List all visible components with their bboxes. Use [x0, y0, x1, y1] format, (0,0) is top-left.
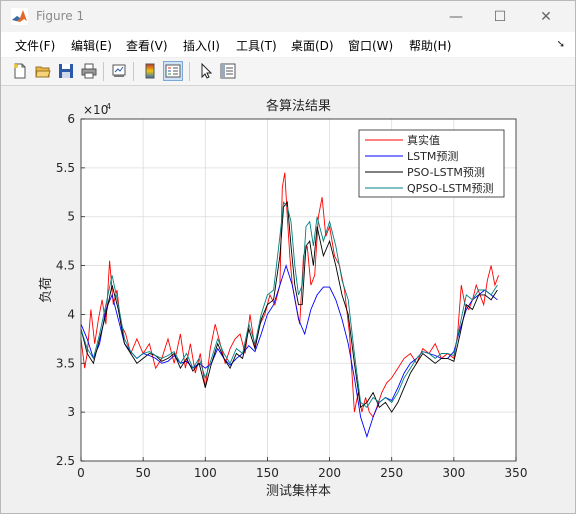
y-axis-label: 负荷	[39, 277, 54, 303]
legend-box	[358, 129, 505, 198]
maximize-icon: ☐	[493, 8, 507, 25]
y-tick-label: 5.5	[56, 161, 75, 175]
menu-desktop[interactable]: 桌面(D)	[291, 39, 334, 53]
property-editor-icon[interactable]	[218, 61, 238, 81]
x-axis-label: 测试集样本	[266, 483, 331, 499]
legend-label: 真实值	[407, 133, 440, 147]
print-icon[interactable]	[79, 61, 99, 81]
y-tick-label: 5	[67, 210, 75, 224]
y-tick-label: 2.5	[56, 454, 75, 468]
y-exponent-power: 4	[106, 102, 111, 111]
legend-icon[interactable]	[163, 61, 183, 81]
toolbar-separator	[103, 62, 104, 81]
maximize-button[interactable]: ☐	[477, 1, 523, 32]
menu-bar: 文件(F) 编辑(E) 查看(V) 插入(I) 工具(T) 桌面(D) 窗口(W…	[1, 32, 575, 57]
new-figure-icon[interactable]	[10, 61, 30, 81]
menu-insert[interactable]: 插入(I)	[183, 39, 220, 53]
open-file-icon[interactable]	[33, 61, 53, 81]
series-qpso-line	[80, 200, 498, 408]
minimize-icon: —	[449, 8, 463, 25]
minimize-button[interactable]: —	[433, 1, 479, 32]
save-icon[interactable]	[56, 61, 76, 81]
close-icon: ✕	[540, 8, 552, 25]
matlab-logo-icon	[11, 8, 28, 25]
x-tick-label: 50	[136, 466, 151, 480]
figure-canvas: 0 50 100 150 200 250 300 350 2.5 3 3.5 4 4.5 5 5.5 6 ×10…	[1, 86, 575, 513]
x-tick-label: 350	[505, 466, 528, 480]
y-tick-label: 4	[67, 307, 75, 321]
menu-help[interactable]: 帮助(H)	[409, 39, 452, 53]
x-tick-label: 200	[318, 466, 341, 480]
toolbar-separator	[133, 62, 134, 81]
x-tick-label: 250	[380, 466, 403, 480]
figure-toolbar	[1, 58, 575, 86]
close-button[interactable]: ✕	[523, 1, 569, 32]
menu-edit[interactable]: 编辑(E)	[71, 39, 112, 53]
legend-label: PSO-LSTM预测	[407, 166, 485, 179]
menu-window[interactable]: 窗口(W)	[348, 39, 394, 53]
colorbar-icon[interactable]	[140, 61, 160, 81]
window-title: Figure 1	[36, 9, 85, 23]
y-tick-label: 6	[67, 112, 75, 126]
chart-title: 各算法结果	[266, 98, 331, 114]
menu-file[interactable]: 文件(F)	[15, 39, 56, 53]
dock-arrow-icon[interactable]: ➘	[556, 39, 565, 50]
title-bar: Figure 1 — ☐ ✕	[1, 1, 575, 32]
menu-view[interactable]: 查看(V)	[126, 39, 168, 53]
pointer-icon[interactable]	[196, 61, 216, 81]
x-tick-label: 100	[194, 466, 217, 480]
x-tick-label: 300	[442, 466, 465, 480]
axes-box	[80, 118, 517, 462]
x-tick-label: 150	[256, 466, 279, 480]
x-tick-label: 0	[77, 466, 85, 480]
line-chart[interactable]: 0 50 100 150 200 250 300 350 2.5 3 3.5 4 4.5 5 5.5 6 ×10…	[1, 86, 575, 513]
y-tick-label: 4.5	[56, 259, 75, 273]
menu-tools[interactable]: 工具(T)	[236, 39, 277, 53]
y-tick-label: 3	[67, 405, 75, 419]
link-icon[interactable]	[109, 61, 129, 81]
legend-label: LSTM预测	[407, 150, 458, 163]
y-exponent-label: ×10	[83, 103, 108, 117]
toolbar-separator	[189, 62, 190, 81]
y-tick-label: 3.5	[56, 356, 75, 370]
legend-label: QPSO-LSTM预测	[407, 182, 494, 195]
